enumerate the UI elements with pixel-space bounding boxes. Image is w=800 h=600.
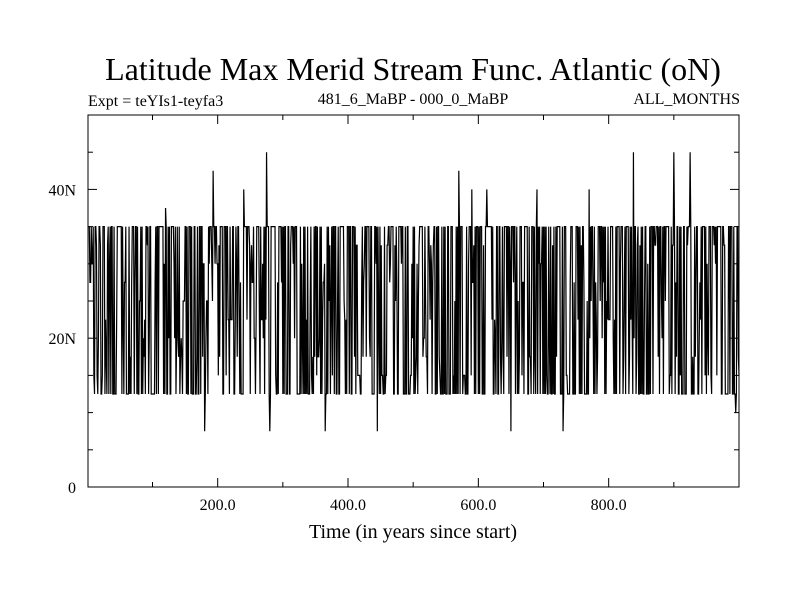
chart-subtitle-left: Expt = teYIs1-teyfa3 bbox=[88, 93, 223, 110]
chart-title: Latitude Max Merid Stream Func. Atlantic… bbox=[105, 51, 721, 87]
chart-subtitle-right: ALL_MONTHS bbox=[633, 91, 740, 108]
x-tick-label-800: 800.0 bbox=[591, 497, 627, 514]
series-line bbox=[88, 152, 740, 432]
x-tick-label-600: 600.0 bbox=[460, 497, 496, 514]
x-tick-label-200: 200.0 bbox=[200, 497, 236, 514]
data-layer bbox=[88, 152, 740, 432]
chart-subtitle-center: 481_6_MaBP - 000_0_MaBP bbox=[318, 91, 509, 108]
axis-layer: 200.0 400.0 600.0 800.0 0 20N 40N bbox=[48, 115, 739, 514]
x-tick-label-400: 400.0 bbox=[330, 497, 366, 514]
y-tick-label-20: 20N bbox=[48, 331, 76, 348]
x-axis-label: Time (in years since start) bbox=[309, 521, 517, 543]
y-tick-label-40: 40N bbox=[48, 182, 76, 199]
y-tick-label-0: 0 bbox=[68, 480, 76, 497]
